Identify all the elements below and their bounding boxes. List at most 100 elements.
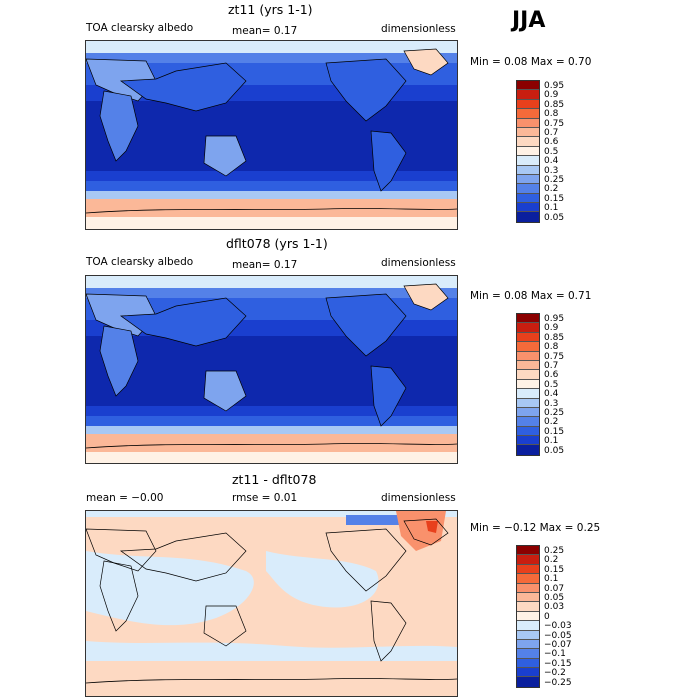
colorbar-tick-label: 0.3 [544,398,559,409]
colorbar-cell [517,332,539,343]
colorbar-cell [517,370,539,380]
colorbar-cell [517,436,539,446]
colorbar-tick-label: 0.75 [544,118,565,129]
colorbar-tick-label: 0.03 [544,602,565,613]
colorbar-cell [517,564,539,575]
map-field [86,276,457,463]
colorbar-tick-label: 0.8 [544,342,559,353]
albedo-map [85,40,458,230]
colorbar-tick-label: 0.2 [544,555,559,566]
colorbar-tick-label: −0.25 [544,677,572,688]
colorbar-tick-label: 0.95 [544,81,565,91]
colorbar-cell [517,407,539,418]
colorbar-cell [517,351,539,361]
colorbar-tick-label: 0.15 [544,564,565,575]
colorbar-cell [517,360,539,371]
colorbar-cell [517,583,539,593]
colorbar-cell [517,342,539,352]
colorbar-tick-label: 0.05 [544,212,565,223]
variable-label: TOA clearsky albedo [86,256,194,268]
colorbar-tick-label: 0.15 [544,193,565,204]
variable-label: TOA clearsky albedo [86,22,194,34]
colorbar [516,80,540,223]
units-label: dimensionless [381,257,456,269]
colorbar-tick-label: 0.05 [544,593,565,603]
colorbar-cell [517,109,539,119]
mean-label: mean= 0.17 [232,259,298,271]
colorbar-tick-label: 0.85 [544,99,565,110]
colorbar-cell [517,677,539,687]
colorbar-cell [517,649,539,659]
mean-label: mean = −0.00 [86,492,164,504]
colorbar-tick-label: 0.85 [544,332,565,343]
colorbar-cell [517,445,539,455]
colorbar-tick-label: 0.7 [544,361,559,371]
colorbar-cell [517,156,539,166]
colorbar-cell [517,621,539,631]
colorbar [516,545,540,688]
colorbar-cell [517,90,539,100]
colorbar-tick-label: 0.9 [544,323,559,334]
colorbar-tick-label: 0.15 [544,426,565,437]
colorbar-cell [517,379,539,390]
colorbar-cell [517,658,539,669]
colorbar-tick-label: 0.6 [544,370,559,381]
colorbar-tick-label: −0.05 [544,630,572,641]
colorbar [516,313,540,456]
colorbar-cell [517,668,539,678]
colorbar-cell [517,323,539,333]
colorbar-tick-label: −0.1 [544,649,566,660]
map-field [86,511,457,696]
colorbar-cell [517,137,539,147]
colorbar-tick-label: 0.9 [544,90,559,101]
units-label: dimensionless [381,23,456,35]
colorbar-cell [517,611,539,622]
colorbar-cell [517,184,539,194]
colorbar-cell [517,127,539,138]
colorbar-tick-label: 0.5 [544,146,559,157]
panel-title: zt11 - dflt078 [232,472,317,487]
colorbar-tick-label: 0.3 [544,165,559,176]
min-max-label: Min = 0.08 Max = 0.70 [470,56,592,68]
colorbar-tick-label: 0 [544,611,550,622]
albedo-map [85,275,458,464]
colorbar-tick-label: −0.2 [544,668,566,679]
colorbar-tick-label: −0.03 [544,621,572,632]
rmse-label: rmse = 0.01 [232,492,298,504]
colorbar-tick-label: 0.2 [544,417,559,428]
colorbar-tick-label: 0.25 [544,546,565,556]
colorbar-cell [517,389,539,399]
colorbar-tick-label: 0.95 [544,314,565,324]
panel-title: dflt078 (yrs 1-1) [226,236,328,251]
colorbar-cell [517,602,539,612]
colorbar-cell [517,426,539,437]
difference-map [85,510,458,697]
mean-label: mean= 0.17 [232,25,298,37]
colorbar-tick-label: −0.15 [544,658,572,669]
colorbar-cell [517,174,539,185]
colorbar-cell [517,417,539,427]
colorbar-tick-label: −0.07 [544,640,572,650]
colorbar-tick-label: 0.1 [544,574,559,585]
colorbar-tick-label: 0.4 [544,389,559,400]
colorbar-cell [517,314,539,324]
colorbar-tick-label: 0.25 [544,175,565,185]
map-field [86,41,457,229]
colorbar-cell [517,630,539,640]
colorbar-cell [517,146,539,157]
min-max-label: Min = 0.08 Max = 0.71 [470,290,592,302]
colorbar-tick-label: 0.25 [544,408,565,418]
colorbar-cell [517,118,539,128]
colorbar-cell [517,81,539,91]
colorbar-cell [517,99,539,110]
colorbar-tick-label: 0.6 [544,137,559,148]
units-label: dimensionless [381,492,456,504]
colorbar-cell [517,203,539,213]
colorbar-tick-label: 0.07 [544,583,565,594]
colorbar-cell [517,193,539,204]
colorbar-tick-label: 0.8 [544,109,559,120]
colorbar-tick-label: 0.75 [544,351,565,362]
panel-title: zt11 (yrs 1-1) [228,2,313,17]
colorbar-cell [517,574,539,584]
colorbar-tick-label: 0.2 [544,184,559,195]
